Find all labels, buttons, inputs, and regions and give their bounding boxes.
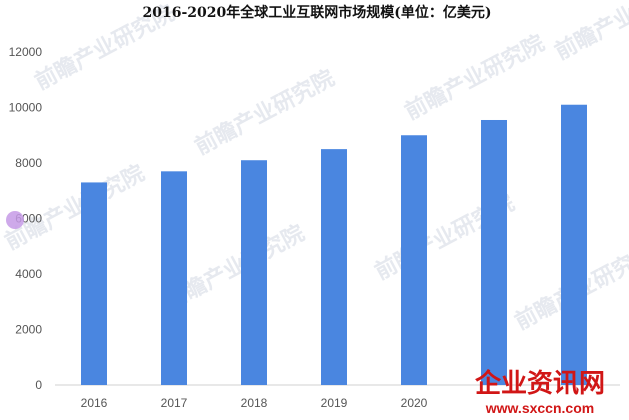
bar [81, 182, 107, 385]
y-tick-label: 2000 [15, 323, 42, 337]
bars [81, 104, 587, 386]
watermark-text: 前瞻产业研究院 [551, 0, 629, 65]
bar [161, 171, 187, 385]
y-tick-label: 4000 [15, 267, 42, 281]
chart-title: 2016-2020年全球工业互联网市场规模(单位：亿美元) [143, 4, 492, 21]
y-tick-label: 8000 [15, 156, 42, 170]
x-axis: 2016 2017 2018 2019 2020 [81, 396, 428, 410]
site-logo: 企业资讯网 www.sxccn.com [475, 368, 605, 416]
bar [241, 160, 267, 385]
watermark-text: 前瞻产业研究院 [401, 30, 549, 125]
x-tick-label: 2016 [81, 396, 108, 410]
bar [401, 135, 427, 385]
watermark-text: 前瞻产业研究院 [191, 65, 339, 160]
logo-url-text: www.sxccn.com [485, 400, 594, 416]
bar [481, 119, 507, 386]
y-tick-label: 10000 [9, 101, 43, 115]
y-tick-label: 0 [35, 378, 42, 392]
x-tick-label: 2020 [401, 396, 428, 410]
logo-main-text: 企业资讯网 [475, 368, 605, 399]
bar [321, 149, 347, 385]
watermark-text: 前瞻产业研究院 [1, 160, 149, 255]
y-tick-label: 12000 [9, 45, 43, 59]
bar [561, 104, 587, 385]
cursor-dot-icon [6, 211, 24, 229]
x-tick-label: 2019 [321, 396, 348, 410]
x-tick-label: 2017 [161, 396, 188, 410]
x-tick-label: 2018 [241, 396, 268, 410]
